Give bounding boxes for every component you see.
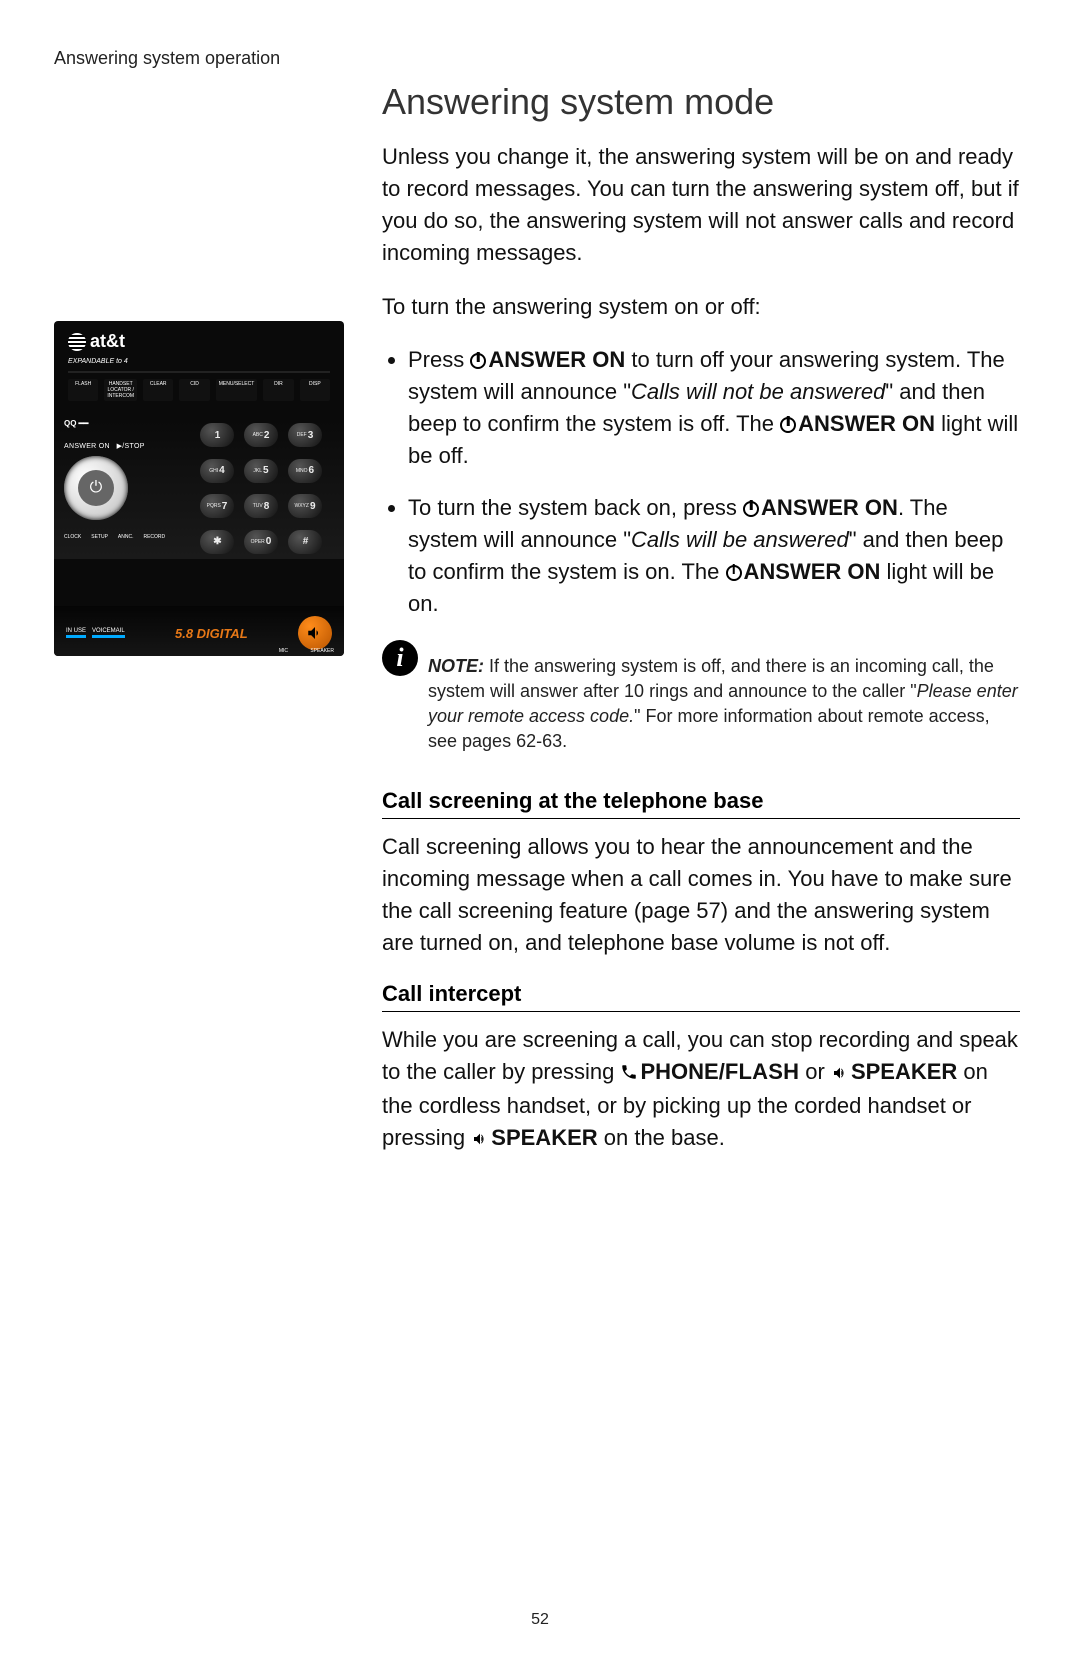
power-icon (726, 565, 742, 581)
att-globe-icon (68, 333, 86, 351)
header-section-label: Answering system operation (54, 48, 1020, 69)
digital-58-label: 5.8 DIGITAL (175, 626, 248, 641)
answer-on-label: ANSWER ON ▶/STOP (64, 442, 184, 450)
speaker-label: SPEAKER (310, 648, 334, 654)
speaker-icon (306, 624, 324, 642)
key-1: 1 (200, 423, 234, 447)
instruction-list: Press ANSWER ON to turn off your answeri… (382, 344, 1020, 619)
bottom-small-row: CLOCK SETUP ANNC. RECORD (64, 534, 184, 540)
att-logo: at&t (68, 331, 330, 352)
disp-btn: DISP (300, 379, 330, 401)
att-brand-text: at&t (90, 331, 125, 352)
speaker-button (298, 616, 332, 650)
speaker-icon (831, 1058, 849, 1090)
key-7: PQRS7 (200, 494, 234, 518)
key-2: ABC2 (244, 423, 278, 447)
clear-btn: CLEAR (143, 379, 173, 401)
note-text: NOTE: If the answering system is off, an… (428, 640, 1020, 755)
key-star: ✱ (200, 530, 234, 554)
power-icon (470, 353, 486, 369)
page-title: Answering system mode (382, 81, 1020, 123)
top-button-row: FLASH HANDSET LOCATOR / INTERCOM CLEAR C… (68, 379, 330, 401)
bullet-1: Press ANSWER ON to turn off your answeri… (408, 344, 1020, 472)
sidebar: at&t EXPANDABLE to 4 FLASH HANDSET LOCAT… (54, 81, 354, 1177)
cid-btn: CID (179, 379, 209, 401)
key-8: TUV8 (244, 494, 278, 518)
menu-btn: MENU/SELECT (216, 379, 258, 401)
key-3: DEF3 (288, 423, 322, 447)
lead-in: To turn the answering system on or off: (382, 291, 1020, 323)
key-6: MNO6 (288, 459, 322, 483)
dir-btn: DIR (263, 379, 293, 401)
power-button: ⏻ (64, 456, 128, 520)
keypad: 1 ABC2 DEF3 GHI4 JKL5 MNO6 PQRS7 TUV8 WX… (200, 423, 322, 559)
power-icon (780, 417, 796, 433)
locator-btn: HANDSET LOCATOR / INTERCOM (104, 379, 137, 401)
phone-base-illustration: at&t EXPANDABLE to 4 FLASH HANDSET LOCAT… (54, 321, 344, 656)
in-use-label: IN USE (66, 628, 86, 638)
page-layout: at&t EXPANDABLE to 4 FLASH HANDSET LOCAT… (54, 81, 1020, 1177)
expandable-label: EXPANDABLE to 4 (68, 358, 330, 373)
info-icon: i (382, 640, 418, 676)
key-5: JKL5 (244, 459, 278, 483)
bullet-2: To turn the system back on, press ANSWER… (408, 492, 1020, 620)
section-heading-call-screening: Call screening at the telephone base (382, 788, 1020, 819)
voicemail-label: VOICEMAIL (92, 628, 125, 638)
power-icon: ⏻ (78, 470, 114, 506)
qq-icon: QQ ━━ (64, 419, 184, 428)
intro-paragraph: Unless you change it, the answering syst… (382, 141, 1020, 269)
note-block: i NOTE: If the answering system is off, … (382, 640, 1020, 755)
call-intercept-body: While you are screening a call, you can … (382, 1024, 1020, 1156)
key-4: GHI4 (200, 459, 234, 483)
speaker-icon (471, 1124, 489, 1156)
key-0: OPER0 (244, 530, 278, 554)
call-screening-body: Call screening allows you to hear the an… (382, 831, 1020, 959)
page-number: 52 (0, 1611, 1080, 1629)
flash-btn: FLASH (68, 379, 98, 401)
mic-label: MIC (279, 648, 288, 654)
section-heading-call-intercept: Call intercept (382, 981, 1020, 1012)
power-icon (743, 501, 759, 517)
status-lights: IN USE VOICEMAIL (66, 628, 125, 638)
phone-icon (620, 1058, 638, 1090)
key-9: WXYZ9 (288, 494, 322, 518)
main-content: Answering system mode Unless you change … (382, 81, 1020, 1177)
key-pound: # (288, 530, 322, 554)
